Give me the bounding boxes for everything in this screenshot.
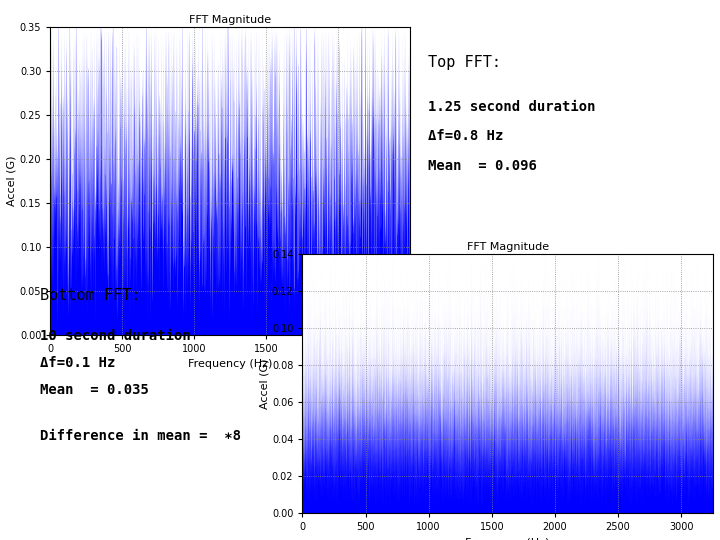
Text: Bottom FFT:: Bottom FFT:	[40, 288, 140, 303]
Y-axis label: Accel (G): Accel (G)	[259, 358, 269, 409]
Text: Difference in mean =  ∗8: Difference in mean = ∗8	[40, 429, 240, 443]
Text: Δf=0.8 Hz: Δf=0.8 Hz	[428, 130, 504, 144]
Text: Mean  = 0.096: Mean = 0.096	[428, 159, 537, 173]
Text: Mean  = 0.035: Mean = 0.035	[40, 383, 148, 397]
X-axis label: Frequency (Hz): Frequency (Hz)	[188, 360, 273, 369]
Title: FFT Magnitude: FFT Magnitude	[467, 241, 549, 252]
Text: Δf=0.1 Hz: Δf=0.1 Hz	[40, 356, 115, 370]
Title: FFT Magnitude: FFT Magnitude	[189, 15, 271, 25]
X-axis label: Frequency (Hz): Frequency (Hz)	[465, 538, 550, 540]
Text: Top FFT:: Top FFT:	[428, 56, 501, 71]
Text: 1.25 second duration: 1.25 second duration	[428, 100, 596, 114]
Text: 10 second duration: 10 second duration	[40, 329, 190, 343]
Y-axis label: Accel (G): Accel (G)	[7, 156, 17, 206]
